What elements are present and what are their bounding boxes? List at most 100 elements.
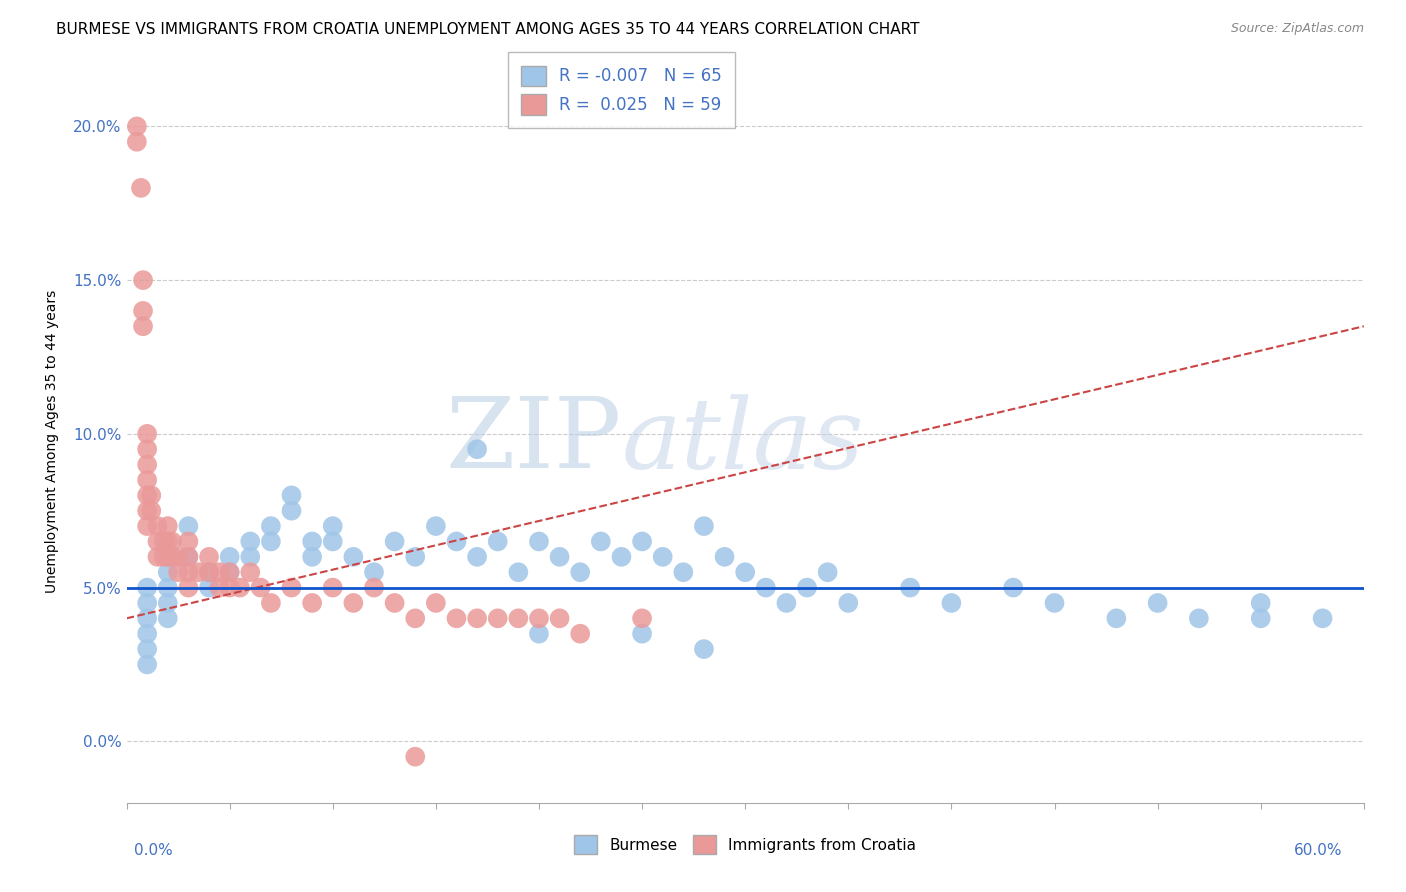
Point — [486, 611, 509, 625]
Point — [384, 534, 406, 549]
Point — [132, 319, 155, 334]
Point — [136, 611, 159, 625]
Point — [136, 488, 159, 502]
Point — [198, 565, 221, 579]
Point — [156, 519, 179, 533]
Point — [177, 581, 200, 595]
Point — [713, 549, 735, 564]
Point — [160, 534, 183, 549]
Point — [322, 519, 344, 533]
Point — [229, 581, 252, 595]
Point — [129, 181, 152, 195]
Text: ZIP: ZIP — [446, 393, 621, 490]
Point — [141, 488, 163, 502]
Text: 0.0%: 0.0% — [134, 843, 173, 858]
Point — [486, 534, 509, 549]
Point — [548, 611, 571, 625]
Point — [177, 549, 200, 564]
Point — [508, 611, 530, 625]
Point — [465, 549, 488, 564]
Legend: Burmese, Immigrants from Croatia: Burmese, Immigrants from Croatia — [568, 830, 922, 860]
Point — [125, 135, 148, 149]
Point — [404, 611, 426, 625]
Point — [177, 519, 200, 533]
Point — [734, 565, 756, 579]
Point — [141, 504, 163, 518]
Point — [136, 519, 159, 533]
Point — [301, 549, 323, 564]
Point — [527, 534, 550, 549]
Point — [136, 642, 159, 657]
Point — [198, 549, 221, 564]
Point — [301, 596, 323, 610]
Point — [156, 611, 179, 625]
Point — [631, 611, 654, 625]
Point — [136, 657, 159, 672]
Point — [796, 581, 818, 595]
Point — [301, 534, 323, 549]
Text: atlas: atlas — [621, 394, 865, 489]
Point — [208, 581, 231, 595]
Point — [384, 596, 406, 610]
Point — [651, 549, 673, 564]
Point — [1043, 596, 1066, 610]
Point — [218, 565, 240, 579]
Point — [1105, 611, 1128, 625]
Point — [160, 549, 183, 564]
Point — [136, 426, 159, 441]
Point — [693, 642, 716, 657]
Point — [152, 549, 174, 564]
Point — [146, 534, 169, 549]
Point — [146, 549, 169, 564]
Y-axis label: Unemployment Among Ages 35 to 44 years: Unemployment Among Ages 35 to 44 years — [45, 290, 59, 593]
Point — [239, 565, 262, 579]
Point — [218, 581, 240, 595]
Point — [156, 549, 179, 564]
Point — [775, 596, 797, 610]
Point — [322, 581, 344, 595]
Point — [465, 611, 488, 625]
Point — [152, 534, 174, 549]
Point — [425, 596, 447, 610]
Point — [589, 534, 612, 549]
Point — [755, 581, 778, 595]
Point — [136, 458, 159, 472]
Point — [1002, 581, 1025, 595]
Point — [125, 120, 148, 134]
Point — [136, 596, 159, 610]
Point — [177, 565, 200, 579]
Point — [631, 626, 654, 640]
Point — [1188, 611, 1211, 625]
Point — [1250, 611, 1272, 625]
Point — [132, 273, 155, 287]
Point — [156, 581, 179, 595]
Point — [1146, 596, 1168, 610]
Point — [693, 519, 716, 533]
Point — [446, 534, 468, 549]
Point — [156, 565, 179, 579]
Point — [404, 549, 426, 564]
Point — [941, 596, 963, 610]
Point — [527, 611, 550, 625]
Point — [146, 519, 169, 533]
Point — [177, 534, 200, 549]
Point — [425, 519, 447, 533]
Point — [218, 565, 240, 579]
Point — [610, 549, 633, 564]
Point — [363, 581, 385, 595]
Text: BURMESE VS IMMIGRANTS FROM CROATIA UNEMPLOYMENT AMONG AGES 35 TO 44 YEARS CORREL: BURMESE VS IMMIGRANTS FROM CROATIA UNEMP… — [56, 22, 920, 37]
Text: 60.0%: 60.0% — [1295, 843, 1343, 858]
Point — [136, 504, 159, 518]
Point — [342, 596, 364, 610]
Point — [136, 626, 159, 640]
Point — [465, 442, 488, 457]
Point — [167, 549, 190, 564]
Point — [198, 565, 221, 579]
Point — [363, 565, 385, 579]
Point — [260, 596, 283, 610]
Point — [198, 581, 221, 595]
Point — [1250, 596, 1272, 610]
Point — [280, 504, 302, 518]
Point — [322, 534, 344, 549]
Point — [177, 549, 200, 564]
